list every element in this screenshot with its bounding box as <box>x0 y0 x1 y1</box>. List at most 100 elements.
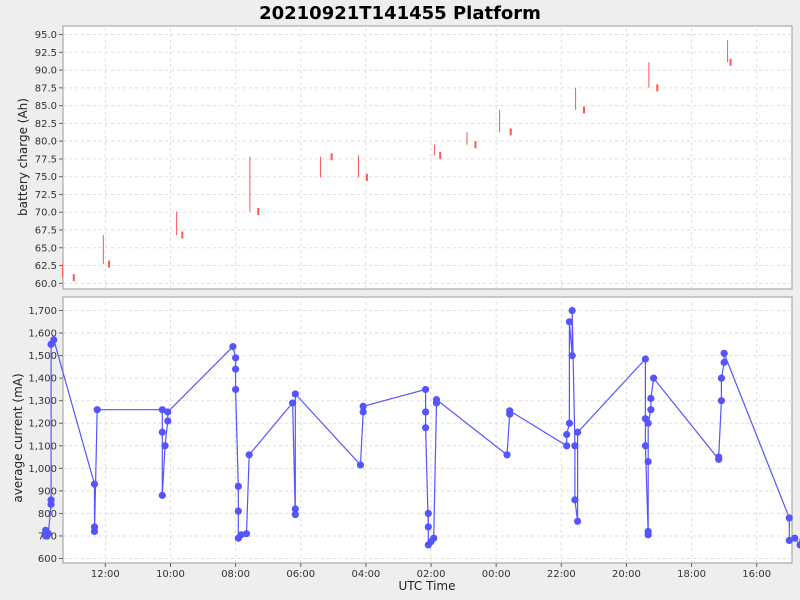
battery-y-tick-label: 82.5 <box>35 119 57 130</box>
battery-y-tick-label: 60.0 <box>35 279 57 290</box>
battery-step-bar <box>365 173 368 181</box>
current-point <box>422 424 430 432</box>
x-axis-label: UTC Time <box>399 579 456 593</box>
current-point <box>229 342 237 351</box>
current-point <box>161 442 169 450</box>
current-point <box>158 491 166 499</box>
x-tick-label: 18:00 <box>677 569 706 580</box>
current-point <box>158 428 166 436</box>
current-y-tick-label: 1,000 <box>28 464 57 475</box>
current-point <box>565 419 574 427</box>
battery-plot-area <box>62 25 793 290</box>
current-point <box>715 455 723 463</box>
current-point <box>563 442 571 450</box>
current-point <box>42 526 50 534</box>
x-tick-label: 12:00 <box>91 569 120 580</box>
battery-step-bar <box>583 106 586 114</box>
battery-y-tick-label: 72.5 <box>35 190 57 201</box>
current-point <box>432 399 441 407</box>
current-point <box>649 374 658 382</box>
current-y-tick-label: 800 <box>38 509 57 520</box>
current-y-axis-label: average current (mA) <box>11 373 25 502</box>
current-point <box>359 402 367 410</box>
x-tick-label: 10:00 <box>156 569 185 580</box>
x-tick-label: 22:00 <box>547 569 576 580</box>
x-tick-label: 06:00 <box>286 569 315 580</box>
current-point <box>164 408 172 416</box>
current-plot: 6007008009001,0001,1001,2001,3001,4001,5… <box>11 296 800 565</box>
current-point <box>93 406 101 414</box>
current-point <box>644 531 652 539</box>
current-point <box>234 482 242 490</box>
current-point <box>717 397 726 405</box>
x-tick-label: 04:00 <box>351 569 380 580</box>
battery-grid <box>63 26 792 289</box>
current-point <box>422 385 430 394</box>
battery-y-tick-label: 77.5 <box>35 154 57 165</box>
battery-y-tick-label: 62.5 <box>35 261 57 272</box>
battery-y-tick-label: 92.5 <box>35 48 57 59</box>
current-y-tick-label: 1,700 <box>28 306 57 317</box>
current-point <box>232 385 240 394</box>
current-point <box>424 509 432 518</box>
current-y-tick-label: 600 <box>38 554 57 565</box>
current-point <box>291 390 299 398</box>
battery-y-ticks: 60.0 62.5 65.0 67.5 70.0 72.5 75.0 77.5 80.0 82.5… <box>35 30 63 290</box>
chart-title: 20210921T141455 Platform <box>259 3 541 24</box>
battery-step-bar <box>108 260 111 268</box>
current-point <box>359 408 367 416</box>
current-point <box>571 496 579 504</box>
x-tick-label: 02:00 <box>417 569 446 580</box>
current-point <box>291 505 299 513</box>
battery-steps <box>62 40 732 282</box>
current-point <box>47 500 55 508</box>
current-series <box>42 306 800 549</box>
current-point <box>563 430 571 439</box>
x-tick-label: 20:00 <box>612 569 641 580</box>
current-point <box>565 318 574 326</box>
current-point <box>90 480 99 488</box>
current-point <box>503 451 511 459</box>
current-point <box>644 457 652 466</box>
battery-step-bar <box>439 151 442 159</box>
current-point <box>647 394 655 403</box>
current-point <box>424 523 432 531</box>
current-point <box>785 514 793 522</box>
x-tick-label: 16:00 <box>742 569 771 580</box>
current-point <box>573 517 582 525</box>
battery-y-tick-label: 95.0 <box>35 30 57 41</box>
battery-step-bar <box>330 153 333 161</box>
current-point <box>641 415 650 423</box>
battery-step-bar <box>72 274 75 282</box>
current-y-tick-label: 1,100 <box>28 441 57 452</box>
current-point <box>242 530 251 538</box>
current-point <box>90 523 99 531</box>
battery-y-tick-label: 80.0 <box>35 137 57 148</box>
current-point <box>164 417 172 425</box>
current-point <box>158 406 166 414</box>
battery-step-bar <box>729 58 732 66</box>
battery-step-bar <box>474 141 477 149</box>
current-point <box>573 428 582 436</box>
battery-y-tick-label: 87.5 <box>35 83 57 94</box>
current-y-tick-label: 1,200 <box>28 419 57 430</box>
current-point <box>234 534 242 542</box>
battery-step-bar <box>257 208 260 216</box>
current-point <box>289 399 297 407</box>
current-y-tick-label: 900 <box>38 486 57 497</box>
x-axis-ticks: 14:0016:0018:0020:0022:0000:0002:0004:00… <box>91 563 771 580</box>
current-point <box>568 306 576 315</box>
current-point <box>571 442 579 450</box>
battery-y-tick-label: 90.0 <box>35 66 57 77</box>
current-point <box>42 532 50 540</box>
current-point <box>47 340 55 348</box>
current-point <box>422 408 430 416</box>
current-point <box>245 451 253 459</box>
current-y-tick-label: 1,400 <box>28 374 57 385</box>
current-point <box>720 358 728 366</box>
battery-y-tick-label: 67.5 <box>35 226 57 237</box>
battery-step-bar <box>656 84 659 92</box>
current-point <box>641 355 650 363</box>
current-point <box>232 365 240 373</box>
